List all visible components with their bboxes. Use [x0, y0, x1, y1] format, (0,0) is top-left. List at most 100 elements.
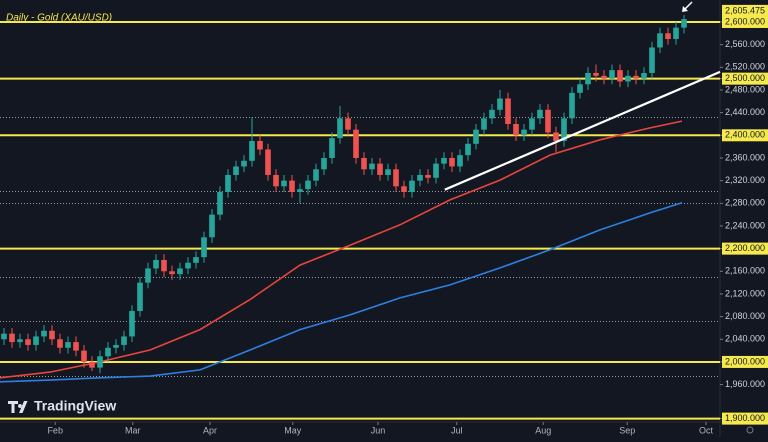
candle-body — [225, 174, 231, 192]
y-tick-highlight — [722, 129, 768, 142]
y-tick-label: 2,500.000 — [725, 73, 765, 83]
candle-body — [529, 118, 535, 130]
x-tick-label: Oct — [699, 425, 714, 435]
candle-body — [113, 344, 119, 348]
annotation-arrow — [682, 1, 693, 12]
candle-body — [537, 109, 543, 119]
candle-body — [137, 282, 143, 311]
candle-body — [217, 191, 223, 215]
candle-body — [489, 109, 495, 119]
y-tick-label: 2,120.000 — [725, 288, 765, 298]
candle-body — [425, 174, 431, 178]
moving-average-line — [0, 120, 683, 379]
candle-body — [417, 174, 423, 181]
candle-body — [41, 330, 47, 337]
candle-body — [601, 75, 607, 79]
settings-icon[interactable] — [746, 426, 754, 434]
candle-body — [161, 259, 167, 272]
candle-body — [121, 336, 127, 345]
y-tick-label: 2,280.000 — [725, 198, 765, 208]
x-tick-label: Mar — [125, 425, 141, 435]
y-tick-label: 2,520.000 — [725, 62, 765, 72]
candle-body — [345, 118, 351, 130]
candle-body — [649, 47, 655, 73]
candle-body — [561, 118, 567, 141]
y-tick-label: 2,080.000 — [725, 311, 765, 321]
brand-icon — [8, 401, 28, 413]
arrow-head — [682, 6, 688, 12]
x-tick-label: Sep — [619, 425, 635, 435]
candle-body — [657, 33, 663, 48]
candle-body — [305, 180, 311, 190]
candle-body — [25, 339, 31, 345]
candle-body — [497, 98, 503, 110]
x-tick-label: Jul — [451, 425, 463, 435]
x-tick-label: Feb — [47, 425, 63, 435]
candle-body — [473, 129, 479, 144]
candle-body — [665, 33, 671, 39]
y-tick-label: 2,000.000 — [725, 356, 765, 366]
y-tick-label: 2,440.000 — [725, 107, 765, 117]
y-tick-label: 1,960.000 — [725, 379, 765, 389]
y-tick-label: 2,320.000 — [725, 175, 765, 185]
candle-body — [321, 157, 327, 170]
y-tick-label: 2,360.000 — [725, 152, 765, 162]
candle-body — [545, 109, 551, 133]
candle-body — [49, 330, 55, 340]
y-tick-label: 2,400.000 — [725, 130, 765, 140]
last-price-label: 2,605.475 — [725, 5, 765, 15]
candle-body — [89, 361, 95, 368]
candle-body — [369, 163, 375, 170]
candle-body — [177, 268, 183, 275]
y-tick-label: 2,560.000 — [725, 39, 765, 49]
y-tick-label: 2,160.000 — [725, 266, 765, 276]
candle-body — [105, 347, 111, 357]
trendline — [444, 70, 721, 191]
candle-body — [33, 336, 39, 345]
y-tick-label: 1,900.000 — [725, 413, 765, 423]
y-tick-highlight — [722, 355, 768, 368]
candle-body — [81, 350, 87, 362]
candle-body — [185, 262, 191, 269]
candle-body — [401, 186, 407, 192]
candle-body — [409, 180, 415, 192]
candle-body — [145, 268, 151, 283]
candle-body — [337, 118, 343, 139]
candle-body — [633, 75, 639, 79]
plot-area — [0, 15, 721, 420]
candle-body — [169, 271, 175, 275]
y-tick-label: 2,200.000 — [725, 243, 765, 253]
candle-body — [577, 84, 583, 93]
y-tick-highlight — [722, 412, 768, 425]
candle-body — [193, 257, 199, 263]
y-tick-label: 2,600.000 — [725, 16, 765, 26]
x-tick-label: Aug — [535, 425, 551, 435]
y-tick-highlight — [722, 15, 768, 28]
candle-body — [609, 70, 615, 79]
x-tick-label: May — [284, 425, 302, 435]
candle-body — [625, 75, 631, 82]
y-tick-label: 2,040.000 — [725, 334, 765, 344]
candle-body — [265, 149, 271, 175]
candle-body — [201, 237, 207, 258]
candle-body — [17, 339, 23, 343]
candle-body — [313, 169, 319, 181]
candle-body — [585, 72, 591, 85]
candle-body — [641, 72, 647, 79]
candle-body — [65, 342, 71, 348]
candle-body — [617, 70, 623, 82]
candle-body — [673, 27, 679, 39]
candle-body — [553, 132, 559, 141]
candle-body — [449, 157, 455, 167]
candle-body — [353, 129, 359, 158]
candle-body — [513, 123, 519, 136]
candle-body — [57, 339, 63, 348]
candle-body — [297, 189, 303, 192]
x-tick-label: Jun — [371, 425, 386, 435]
candle-body — [257, 140, 263, 150]
axes: 1,900.000 1,960.000 2,000.000 2,040.000 2,08… — [47, 4, 768, 435]
candle-body — [505, 98, 511, 124]
candle-body — [73, 342, 79, 351]
